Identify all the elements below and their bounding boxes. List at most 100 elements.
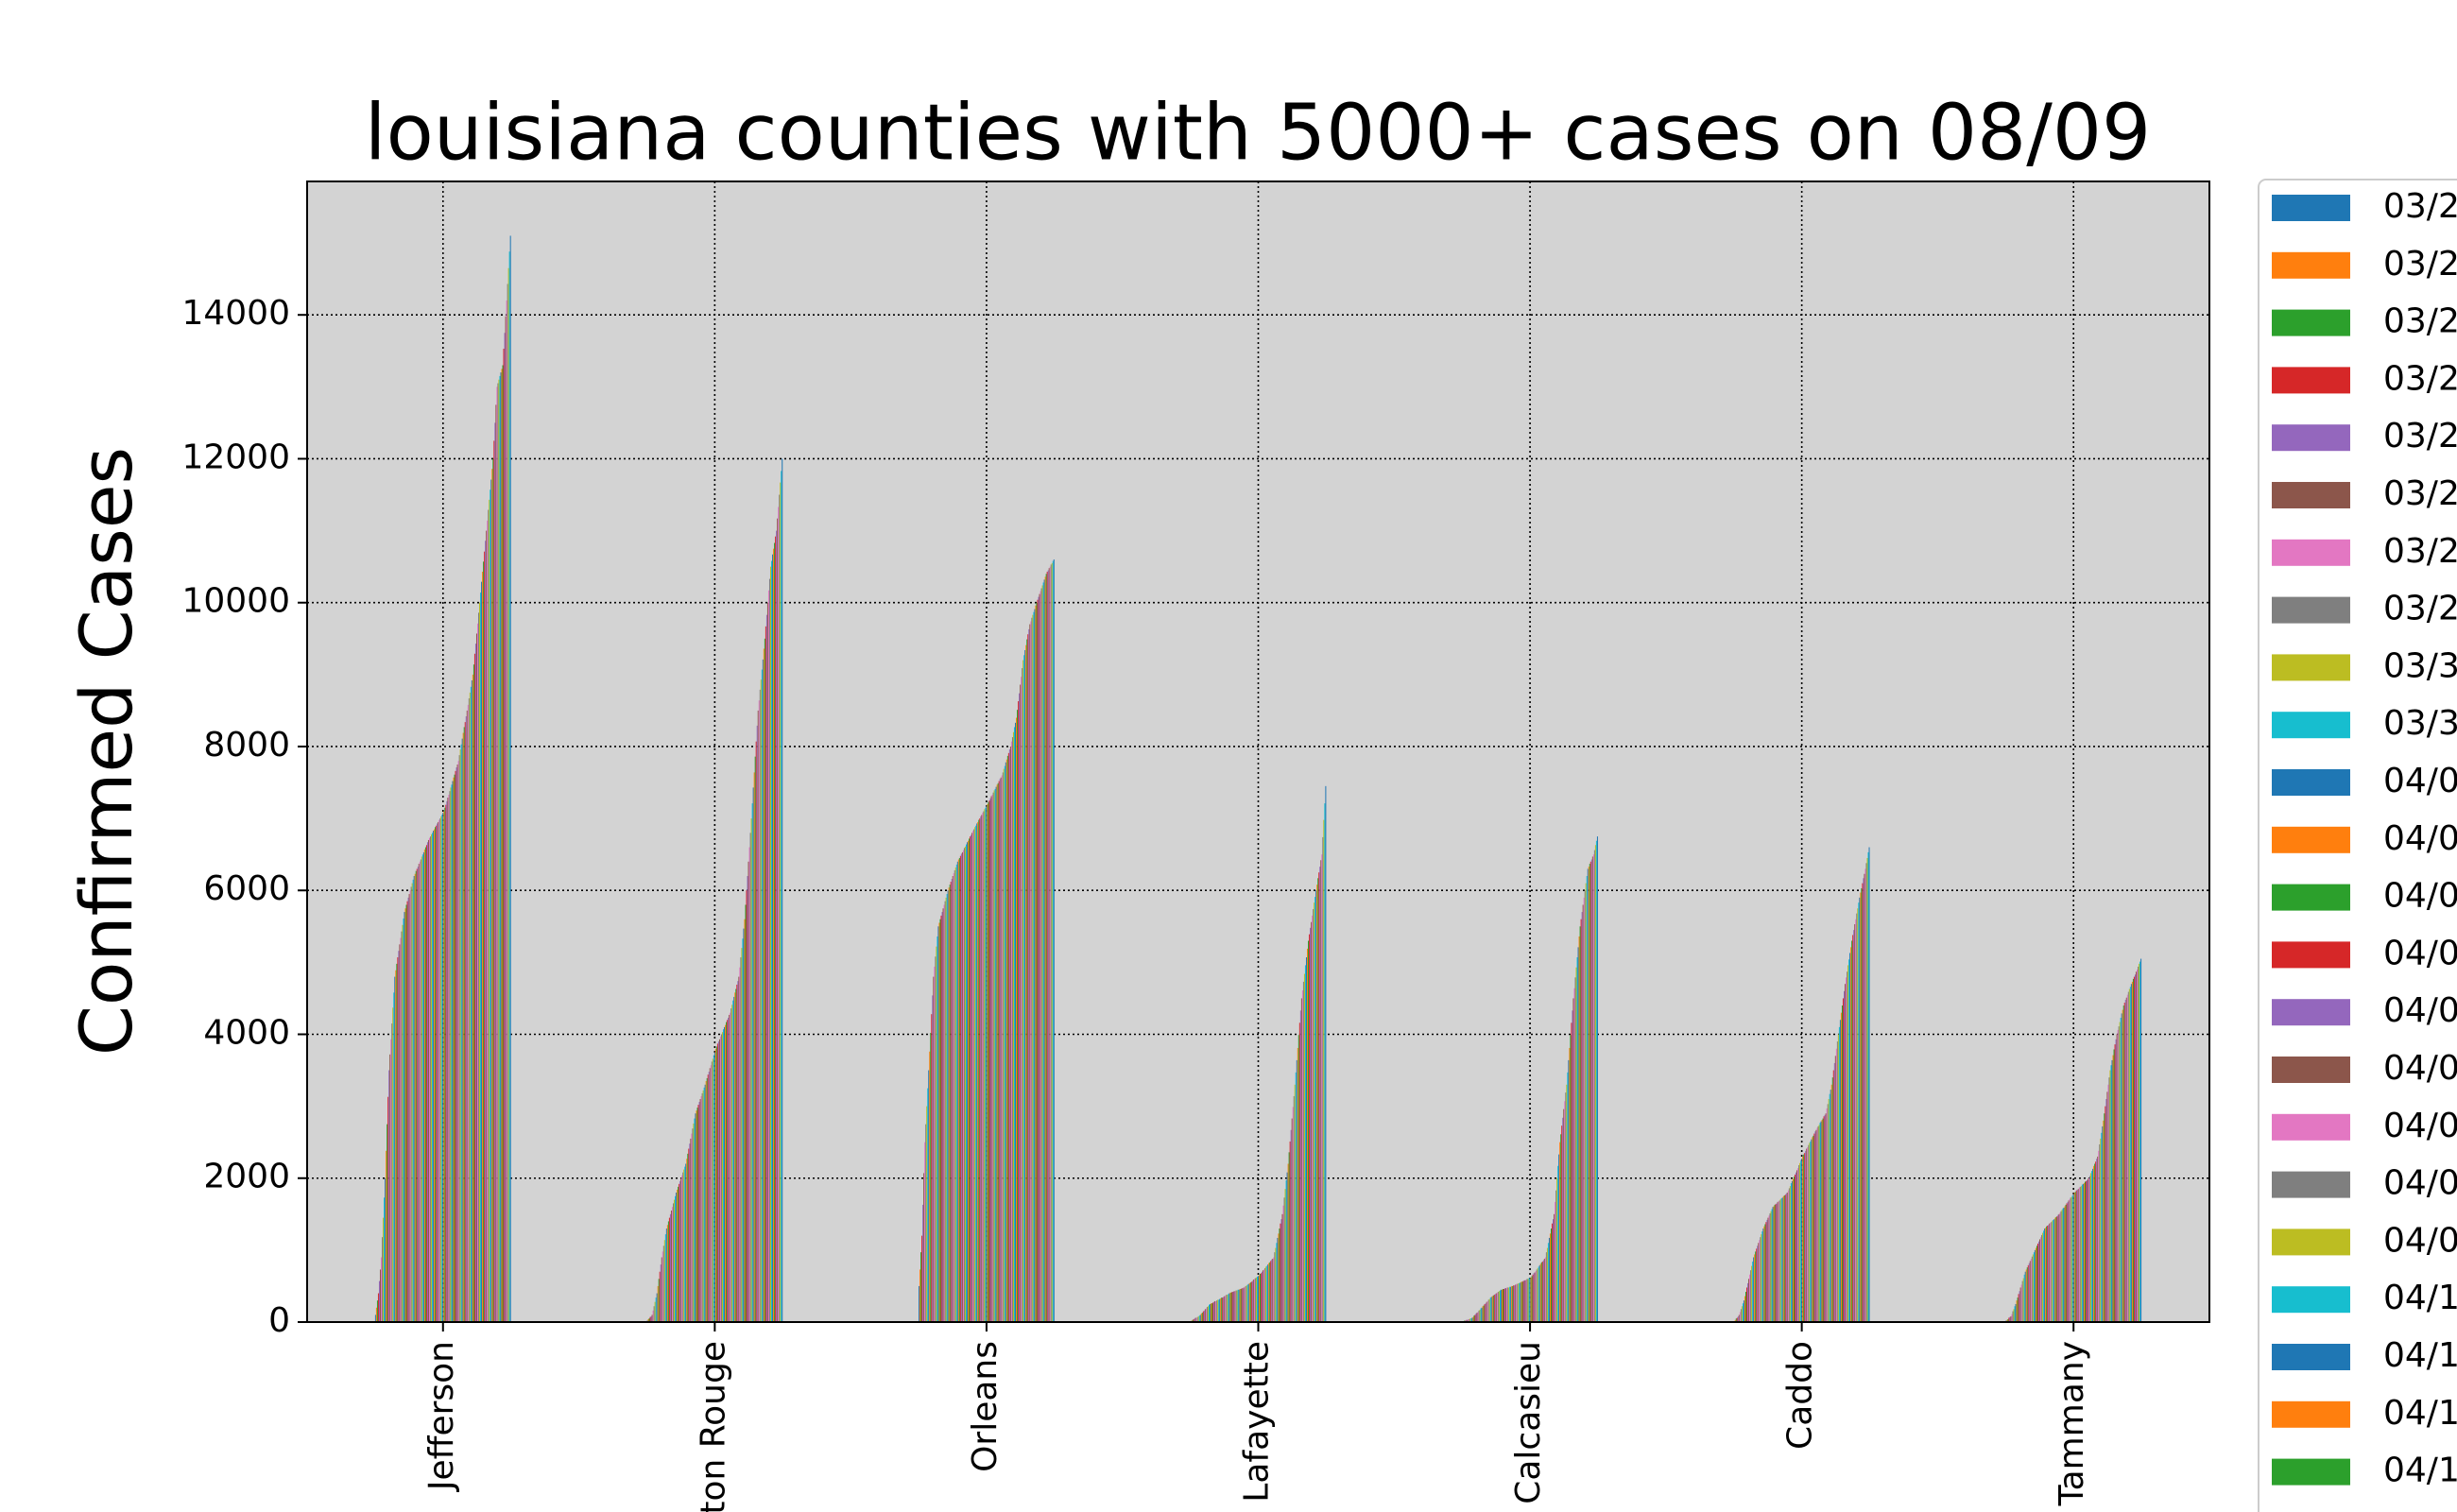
bar (2080, 1186, 2082, 1322)
bar (2130, 984, 2132, 1322)
bar (1783, 1195, 1785, 1322)
bar (434, 829, 436, 1322)
bar (688, 1148, 690, 1322)
chart-title: louisiana counties with 5000+ cases on 0… (365, 88, 2151, 178)
bar (1741, 1306, 1743, 1322)
bar (1538, 1266, 1539, 1322)
bar (1267, 1264, 1269, 1322)
bar (1778, 1201, 1779, 1322)
bar (1543, 1259, 1545, 1322)
bar (701, 1092, 703, 1322)
bar (416, 868, 418, 1322)
bar (2056, 1216, 2058, 1322)
bar (723, 1029, 725, 1322)
bar (1557, 1165, 1559, 1322)
bar (447, 798, 449, 1322)
bar (1033, 611, 1035, 1322)
bar (741, 948, 743, 1322)
bar (919, 1269, 921, 1322)
bar (384, 1197, 386, 1322)
bar (2135, 971, 2138, 1322)
bar (1818, 1125, 1820, 1322)
bar (1589, 861, 1591, 1322)
bar (1274, 1252, 1276, 1322)
bar (1476, 1313, 1478, 1322)
bar (1593, 850, 1595, 1322)
bar (1320, 860, 1322, 1322)
bar (2006, 1319, 2008, 1322)
bar (1737, 1315, 1739, 1322)
bar (395, 970, 397, 1322)
bar (755, 741, 757, 1322)
bar (1005, 762, 1006, 1322)
bar (412, 879, 414, 1322)
bar (392, 1007, 394, 1322)
bar (1572, 998, 1574, 1322)
bar (933, 976, 935, 1322)
bar (719, 1036, 721, 1322)
bar (1739, 1312, 1741, 1322)
bar (2131, 981, 2133, 1322)
bar (776, 530, 778, 1322)
bar (457, 761, 459, 1322)
bar (1555, 1190, 1557, 1322)
bar (2116, 1034, 2118, 1322)
bar (1778, 1200, 1780, 1322)
bar (1020, 684, 1022, 1322)
bar (999, 779, 1001, 1322)
bar (777, 518, 779, 1322)
legend-swatch (2272, 482, 2350, 508)
legend-swatch (2272, 654, 2350, 681)
bar (443, 811, 445, 1322)
bar (2119, 1022, 2121, 1322)
bar (1562, 1117, 1564, 1322)
bar (1738, 1314, 1740, 1322)
bar (1574, 977, 1576, 1322)
bar (1009, 746, 1011, 1322)
bar (970, 836, 971, 1322)
bar (1522, 1280, 1524, 1322)
bar (1516, 1283, 1518, 1322)
bar (967, 842, 969, 1322)
bar (1824, 1114, 1826, 1322)
bar (1256, 1277, 1258, 1322)
legend-label: 03/28 (2383, 532, 2457, 571)
bar (1018, 701, 1020, 1322)
bar (1831, 1077, 1833, 1322)
bar (760, 679, 762, 1322)
bar (1277, 1237, 1279, 1322)
bar (404, 908, 406, 1322)
bar (2085, 1180, 2087, 1322)
bar (1050, 564, 1052, 1322)
bar (437, 823, 438, 1322)
bar (1269, 1262, 1271, 1322)
bar (1496, 1292, 1498, 1322)
bar (1194, 1318, 1195, 1322)
bar (1231, 1292, 1233, 1322)
bar (1753, 1257, 1755, 1322)
bar (1322, 836, 1324, 1322)
legend-swatch (2272, 367, 2350, 394)
legend-label: 04/07 (2383, 1107, 2457, 1145)
bar (1535, 1270, 1537, 1322)
bar (417, 867, 419, 1322)
bar (1552, 1223, 1554, 1322)
bar (466, 710, 468, 1322)
bar (1857, 908, 1859, 1322)
bar (1229, 1292, 1231, 1322)
bar (1321, 854, 1323, 1322)
bar (779, 494, 781, 1322)
bar (410, 886, 412, 1322)
bar (1288, 1152, 1290, 1322)
bar (2082, 1183, 2084, 1322)
bar (1782, 1195, 1784, 1322)
bar (1034, 609, 1036, 1322)
bar (376, 1300, 378, 1322)
bar (972, 831, 974, 1322)
bar (509, 235, 511, 1322)
bar (705, 1080, 707, 1322)
bar (2129, 987, 2131, 1322)
bar (2125, 997, 2127, 1322)
bar (1855, 919, 1857, 1322)
bar (651, 1314, 653, 1322)
